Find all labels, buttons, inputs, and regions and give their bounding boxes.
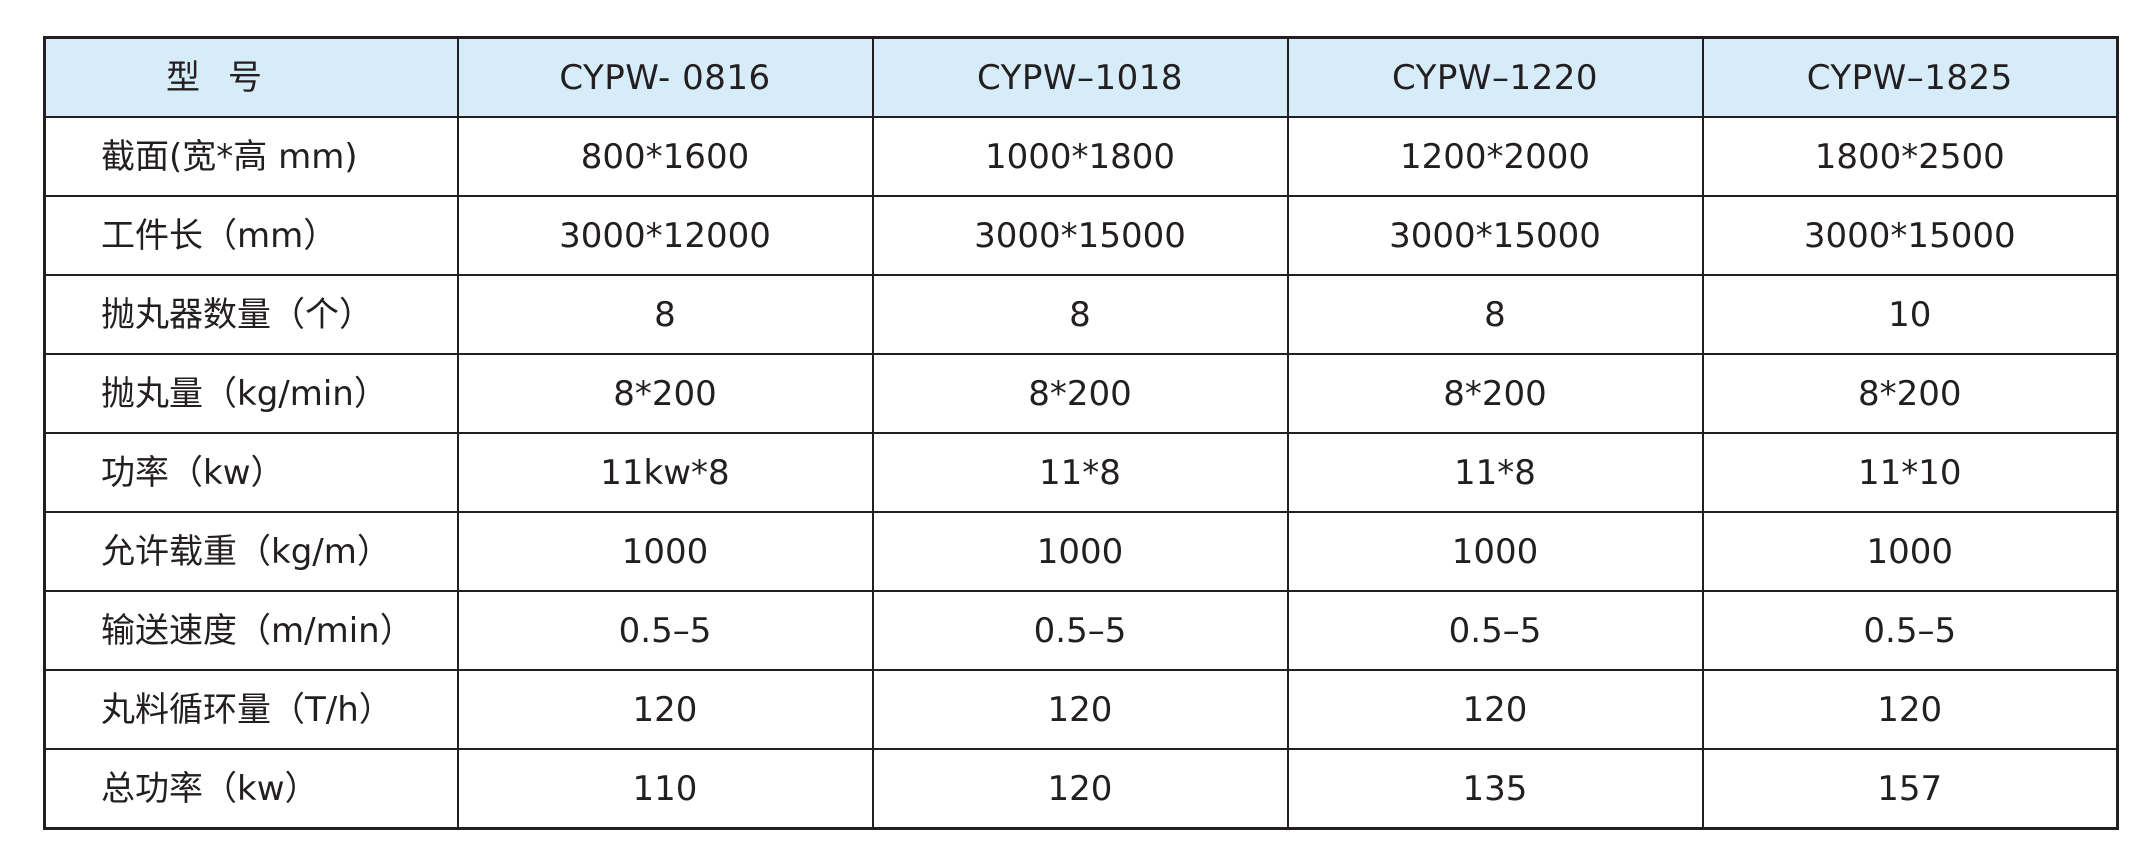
table-cell: 120: [871, 748, 1289, 830]
table-cell: 10: [1701, 274, 2119, 355]
table-cell: 1000: [871, 511, 1289, 592]
table-cell: 3000*15000: [871, 195, 1289, 276]
table-row: 抛丸量（kg/min） 8*200 8*200 8*200 8*200: [43, 353, 2119, 434]
table-row: 工件长（mm） 3000*12000 3000*15000 3000*15000…: [43, 195, 2119, 276]
model-header-cell: CYPW–1220: [1286, 36, 1704, 118]
table-cell: 11*10: [1701, 432, 2119, 513]
table-cell: 110: [456, 748, 874, 830]
table-cell: 11*8: [1286, 432, 1704, 513]
row-label: 丸料循环量（T/h）: [43, 669, 459, 750]
table-cell: 120: [456, 669, 874, 750]
table-cell: 8*200: [456, 353, 874, 434]
table-row: 丸料循环量（T/h） 120 120 120 120: [43, 669, 2119, 750]
model-header-cell: CYPW–1825: [1701, 36, 2119, 118]
model-header-label: 型号: [43, 36, 459, 118]
table-row: 抛丸器数量（个） 8 8 8 10: [43, 274, 2119, 355]
table-cell: 120: [871, 669, 1289, 750]
row-label: 工件长（mm）: [43, 195, 459, 276]
table-cell: 8: [456, 274, 874, 355]
table-cell: 8*200: [1701, 353, 2119, 434]
table-cell: 8: [1286, 274, 1704, 355]
table-cell: 0.5–5: [871, 590, 1289, 671]
table-row: 总功率（kw） 110 120 135 157: [43, 748, 2119, 830]
table-row: 输送速度（m/min） 0.5–5 0.5–5 0.5–5 0.5–5: [43, 590, 2119, 671]
table-cell: 1000: [1286, 511, 1704, 592]
table-header-row: 型号 CYPW- 0816 CYPW–1018 CYPW–1220 CYPW–1…: [43, 36, 2119, 118]
table-cell: 11kw*8: [456, 432, 874, 513]
table-cell: 3000*15000: [1701, 195, 2119, 276]
table-cell: 3000*12000: [456, 195, 874, 276]
model-header-cell: CYPW- 0816: [456, 36, 874, 118]
model-header-cell: CYPW–1018: [871, 36, 1289, 118]
table-cell: 3000*15000: [1286, 195, 1704, 276]
table-cell: 120: [1286, 669, 1704, 750]
table-cell: 1000: [1701, 511, 2119, 592]
table-cell: 157: [1701, 748, 2119, 830]
row-label: 允许载重（kg/m）: [43, 511, 459, 592]
table-cell: 0.5–5: [1286, 590, 1704, 671]
row-label: 抛丸量（kg/min）: [43, 353, 459, 434]
row-label: 抛丸器数量（个）: [43, 274, 459, 355]
table-cell: 0.5–5: [1701, 590, 2119, 671]
table-cell: 11*8: [871, 432, 1289, 513]
table-cell: 0.5–5: [456, 590, 874, 671]
table-row: 功率（kw） 11kw*8 11*8 11*8 11*10: [43, 432, 2119, 513]
table-row: 截面(宽*高 mm) 800*1600 1000*1800 1200*2000 …: [43, 116, 2119, 197]
table-cell: 8*200: [1286, 353, 1704, 434]
row-label: 输送速度（m/min）: [43, 590, 459, 671]
row-label: 功率（kw）: [43, 432, 459, 513]
spec-table: 型号 CYPW- 0816 CYPW–1018 CYPW–1220 CYPW–1…: [43, 36, 2119, 830]
table-cell: 1200*2000: [1286, 116, 1704, 197]
table-cell: 135: [1286, 748, 1704, 830]
table-cell: 800*1600: [456, 116, 874, 197]
table-cell: 120: [1701, 669, 2119, 750]
row-label: 总功率（kw）: [43, 748, 459, 830]
table-row: 允许载重（kg/m） 1000 1000 1000 1000: [43, 511, 2119, 592]
table-cell: 1000: [456, 511, 874, 592]
table-cell: 8: [871, 274, 1289, 355]
table-cell: 1000*1800: [871, 116, 1289, 197]
table-cell: 1800*2500: [1701, 116, 2119, 197]
row-label: 截面(宽*高 mm): [43, 116, 459, 197]
table-cell: 8*200: [871, 353, 1289, 434]
